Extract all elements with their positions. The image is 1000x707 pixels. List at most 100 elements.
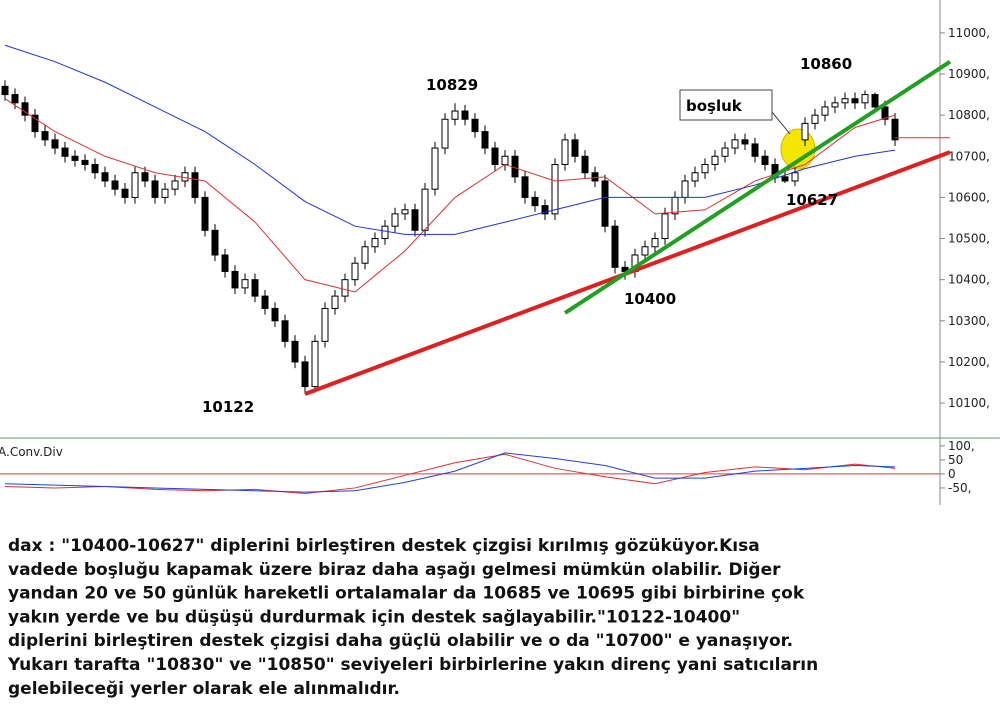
candle-body [601, 180, 609, 227]
candle-body [871, 94, 879, 108]
description-line: yakın yerde ve bu düşüşü durdurmak için … [8, 607, 740, 627]
annotation: 10400 [624, 290, 676, 308]
candle-body [111, 180, 119, 190]
candle-body [451, 110, 459, 120]
candle-body [241, 279, 249, 289]
candle-body [231, 270, 239, 289]
candle-body [471, 118, 479, 133]
candle-body [311, 340, 319, 388]
candle-body [861, 94, 869, 104]
candle-body [801, 122, 809, 141]
candle-body [391, 213, 399, 227]
candle-body [401, 209, 409, 215]
description-line: gelebileceği yerler olarak ele alınmalıd… [8, 679, 400, 699]
candle-body [291, 340, 299, 363]
candle-body [201, 196, 209, 231]
y-tick-label: 10100, [948, 396, 990, 410]
indicator-line [4, 452, 896, 493]
candle-body [671, 196, 679, 215]
candle-body [691, 172, 699, 182]
y-tick-label: 10200, [948, 355, 990, 369]
candle-body [661, 213, 669, 240]
candle-body [21, 102, 29, 116]
candle-body [841, 98, 849, 104]
candle-body [761, 155, 769, 166]
candle-body [651, 238, 659, 248]
trend-line [563, 60, 952, 315]
annotation: 10122 [202, 398, 254, 416]
description-line: vadede boşluğu kapamak üzere biraz daha … [8, 560, 781, 580]
candle-body [191, 172, 199, 198]
candle-body [121, 188, 129, 198]
candle-body [711, 155, 719, 166]
candle-body [441, 118, 449, 149]
candle-body [641, 246, 649, 256]
candle-body [221, 254, 229, 272]
candle-body [681, 180, 689, 198]
y-tick-label: 50 [948, 453, 963, 467]
y-tick-label: 11000, [948, 26, 990, 40]
y-tick-label: 10600, [948, 190, 990, 204]
candle-body [431, 147, 439, 190]
candle-body [351, 262, 359, 281]
y-tick-label: 10900, [948, 67, 990, 81]
y-tick-label: 10500, [948, 232, 990, 246]
candle-body [91, 164, 99, 174]
candle-body [881, 106, 889, 120]
candle-body [551, 164, 559, 215]
candle-body [491, 147, 499, 166]
candle-body [61, 147, 69, 157]
candle-body [591, 172, 599, 182]
candle-body [361, 246, 369, 264]
y-tick-label: 10300, [948, 314, 990, 328]
candle-body [511, 155, 519, 178]
y-tick-label: 10400, [948, 273, 990, 287]
y-tick-label: 10800, [948, 108, 990, 122]
candle-body [81, 159, 89, 166]
y-tick-label: 100, [948, 439, 975, 453]
candle-body [331, 295, 339, 309]
candle-body [131, 172, 139, 198]
candle-body [741, 139, 749, 145]
candle-body [501, 155, 509, 166]
annotation: 10829 [426, 76, 478, 94]
description-line: diplerini birleştiren destek çizgisi dah… [8, 631, 793, 651]
candle-body [381, 225, 389, 240]
moving-average [4, 98, 896, 293]
candle-body [371, 238, 379, 248]
candle-body [891, 118, 899, 141]
candle-body [31, 114, 39, 133]
candle-body [461, 110, 469, 120]
candle-body [141, 172, 149, 182]
candle-body [71, 155, 79, 161]
candle-body [1, 85, 9, 96]
annotation: boşluk [686, 97, 743, 115]
annotation-box [679, 89, 773, 121]
candle-body [421, 188, 429, 231]
candle-body [11, 94, 19, 104]
candle-body [731, 139, 739, 149]
candle-body [701, 164, 709, 174]
candle-body [261, 295, 269, 309]
y-tick-label: 0 [948, 467, 956, 481]
indicator-title: A.Conv.Div [0, 445, 63, 459]
candle-body [251, 279, 259, 297]
candle-body [341, 279, 349, 297]
candle-body [101, 172, 109, 182]
candle-body [811, 114, 819, 124]
description-line: yandan 20 ve 50 günlük hareketli ortalam… [8, 584, 805, 604]
candle-body [211, 229, 219, 256]
candle-body [581, 155, 589, 174]
annotation: 10860 [800, 55, 852, 73]
description-line: dax : "10400-10627" diplerini birleştire… [8, 536, 760, 556]
candle-body [851, 98, 859, 104]
candle-body [151, 180, 159, 198]
y-tick-label: -50, [948, 481, 971, 495]
description-line: Yukarı tarafta "10830" ve "10850" seviye… [7, 655, 818, 675]
candle-body [271, 307, 279, 322]
candle-body [51, 139, 59, 149]
candle-body [281, 320, 289, 342]
candle-body [611, 225, 619, 268]
